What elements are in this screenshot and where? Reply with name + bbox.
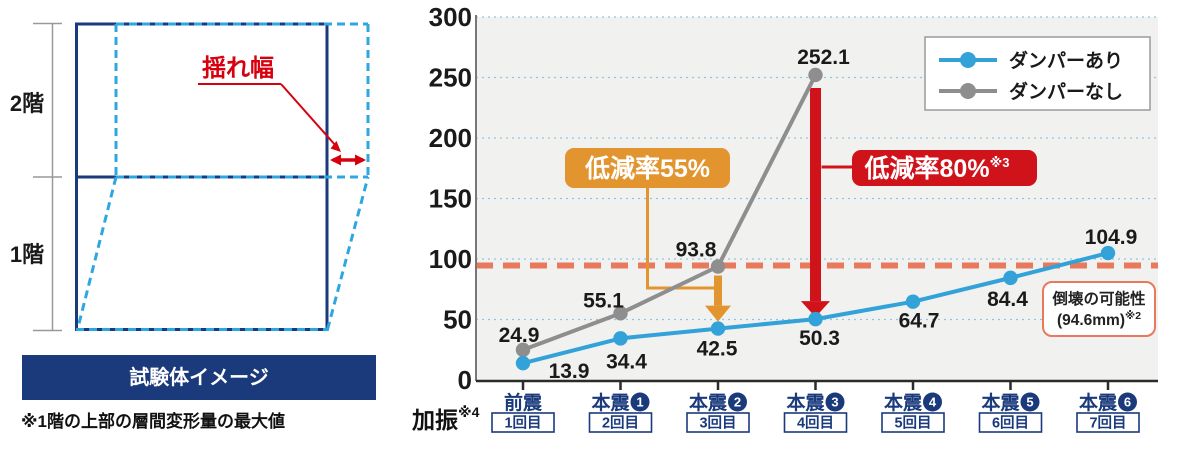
series-line-damper-off <box>522 74 818 352</box>
x-label-main: 本震 <box>981 391 1020 414</box>
value-label: 55.1 <box>583 289 624 312</box>
x-label-number-circle <box>1118 392 1137 412</box>
data-point <box>808 311 823 327</box>
x-sub-box <box>491 412 555 433</box>
x-label-number-circle <box>923 392 942 412</box>
value-label: 50.3 <box>799 327 840 350</box>
value-label: 104.9 <box>1085 226 1138 249</box>
x-label-main: 本震 <box>786 391 825 414</box>
reduction55-badge <box>565 148 730 188</box>
collapse-note-line1: 倒壊の可能性 <box>1051 289 1146 308</box>
sway-arrow-head-left <box>330 154 341 166</box>
value-label: 13.9 <box>549 360 590 383</box>
reduction55-badge-label: 低減率55% <box>584 154 710 183</box>
value-label: 64.7 <box>899 310 940 333</box>
x-label-number: 2 <box>734 395 741 410</box>
x-label-number: 1 <box>636 395 643 410</box>
reduction80-badge <box>852 150 1037 186</box>
x-sub-box <box>881 412 945 433</box>
x-label-number: 4 <box>929 395 937 410</box>
x-label-main: 前震 <box>504 391 543 414</box>
y-tick-label: 50 <box>443 305 472 335</box>
y-tick-label: 0 <box>458 365 472 395</box>
x-axis-prefix: 加振※4 <box>411 404 480 433</box>
x-label-number: 5 <box>1026 395 1033 410</box>
x-sub-box <box>1076 412 1140 433</box>
x-label-number-circle <box>1020 392 1040 412</box>
x-label-number-circle <box>630 392 650 412</box>
legend-label: ダンパーあり <box>1009 49 1123 72</box>
x-sub-box <box>978 412 1043 433</box>
y-tick-label: 150 <box>429 184 472 214</box>
y-tick-label: 100 <box>429 244 472 274</box>
collapse-note-box <box>1042 281 1156 337</box>
value-label: 24.9 <box>499 324 540 347</box>
x-sub-label: 6回目 <box>992 415 1029 432</box>
value-label: 34.4 <box>606 350 647 373</box>
diagram-note: ※1階の上部の層間変形量の最大値 <box>21 411 285 431</box>
data-point <box>613 331 628 346</box>
collapse-note-line2: (94.6mm)※2 <box>1057 310 1141 329</box>
sway-comparison-chart: 0 50 100 150 200 250 300 13.9 34.4 42.5 50.3 64.7 84… <box>411 2 1158 433</box>
x-label-main: 本震 <box>591 391 630 414</box>
x-sub-box <box>783 412 848 433</box>
sway-pointer-line <box>280 83 337 147</box>
sway-label: 揺れ幅 <box>202 55 274 82</box>
reduction55-arrow-head <box>705 305 731 322</box>
data-point <box>710 259 726 274</box>
data-point <box>515 342 531 358</box>
x-label-main: 本震 <box>884 391 923 414</box>
caption-banner <box>22 355 376 400</box>
x-sub-box <box>588 412 653 433</box>
y-tick-label: 200 <box>429 123 472 153</box>
caption-text: 試験体イメージ <box>129 365 269 389</box>
y-tick-label: 250 <box>429 63 472 93</box>
legend-marker-dot <box>960 52 976 68</box>
x-sub-label: 5回目 <box>894 415 931 432</box>
specimen-deformed-outline <box>76 22 370 331</box>
x-sub-label: 4回目 <box>797 415 834 432</box>
value-label: 93.8 <box>676 239 717 262</box>
sway-pointer-arrow-head <box>330 141 341 152</box>
x-label-number: 3 <box>831 395 838 410</box>
legend-box <box>924 36 1151 111</box>
data-point <box>710 321 726 336</box>
reduction80-arrow-head <box>801 301 830 318</box>
x-label-number-circle <box>728 392 747 412</box>
sway-arrow-head-right <box>355 154 366 166</box>
data-point <box>1003 270 1018 286</box>
legend-marker-dot <box>960 83 976 99</box>
x-sub-label: 2回目 <box>602 415 639 432</box>
x-label-number: 6 <box>1124 395 1131 410</box>
data-point <box>613 306 628 321</box>
x-sub-label: 7回目 <box>1089 415 1126 432</box>
x-sub-label: 3回目 <box>699 415 736 432</box>
x-label-main: 本震 <box>1079 391 1118 414</box>
floor1-label: 1階 <box>10 242 44 267</box>
x-sub-label: 1回目 <box>504 415 541 432</box>
floor2-label: 2階 <box>10 91 44 116</box>
x-label-number-circle <box>825 392 845 412</box>
x-sub-box <box>686 412 750 433</box>
specimen-diagram: 2階 1階 揺れ幅 試験体イメージ ※1階の上部の層間変形量の最大値 <box>10 22 376 431</box>
y-tick-label: 300 <box>429 2 472 32</box>
value-label: 252.1 <box>797 46 850 69</box>
reduction55-connector <box>646 188 718 290</box>
data-point <box>905 294 921 309</box>
data-point <box>808 67 823 83</box>
value-label: 42.5 <box>697 338 738 361</box>
data-point <box>1100 245 1116 261</box>
reduction80-badge-label: 低減率80%※3 <box>864 154 1010 183</box>
data-point <box>515 355 531 371</box>
x-label-main: 本震 <box>689 391 728 414</box>
value-label: 84.4 <box>987 288 1028 311</box>
legend-label: ダンパーなし <box>1009 80 1123 103</box>
